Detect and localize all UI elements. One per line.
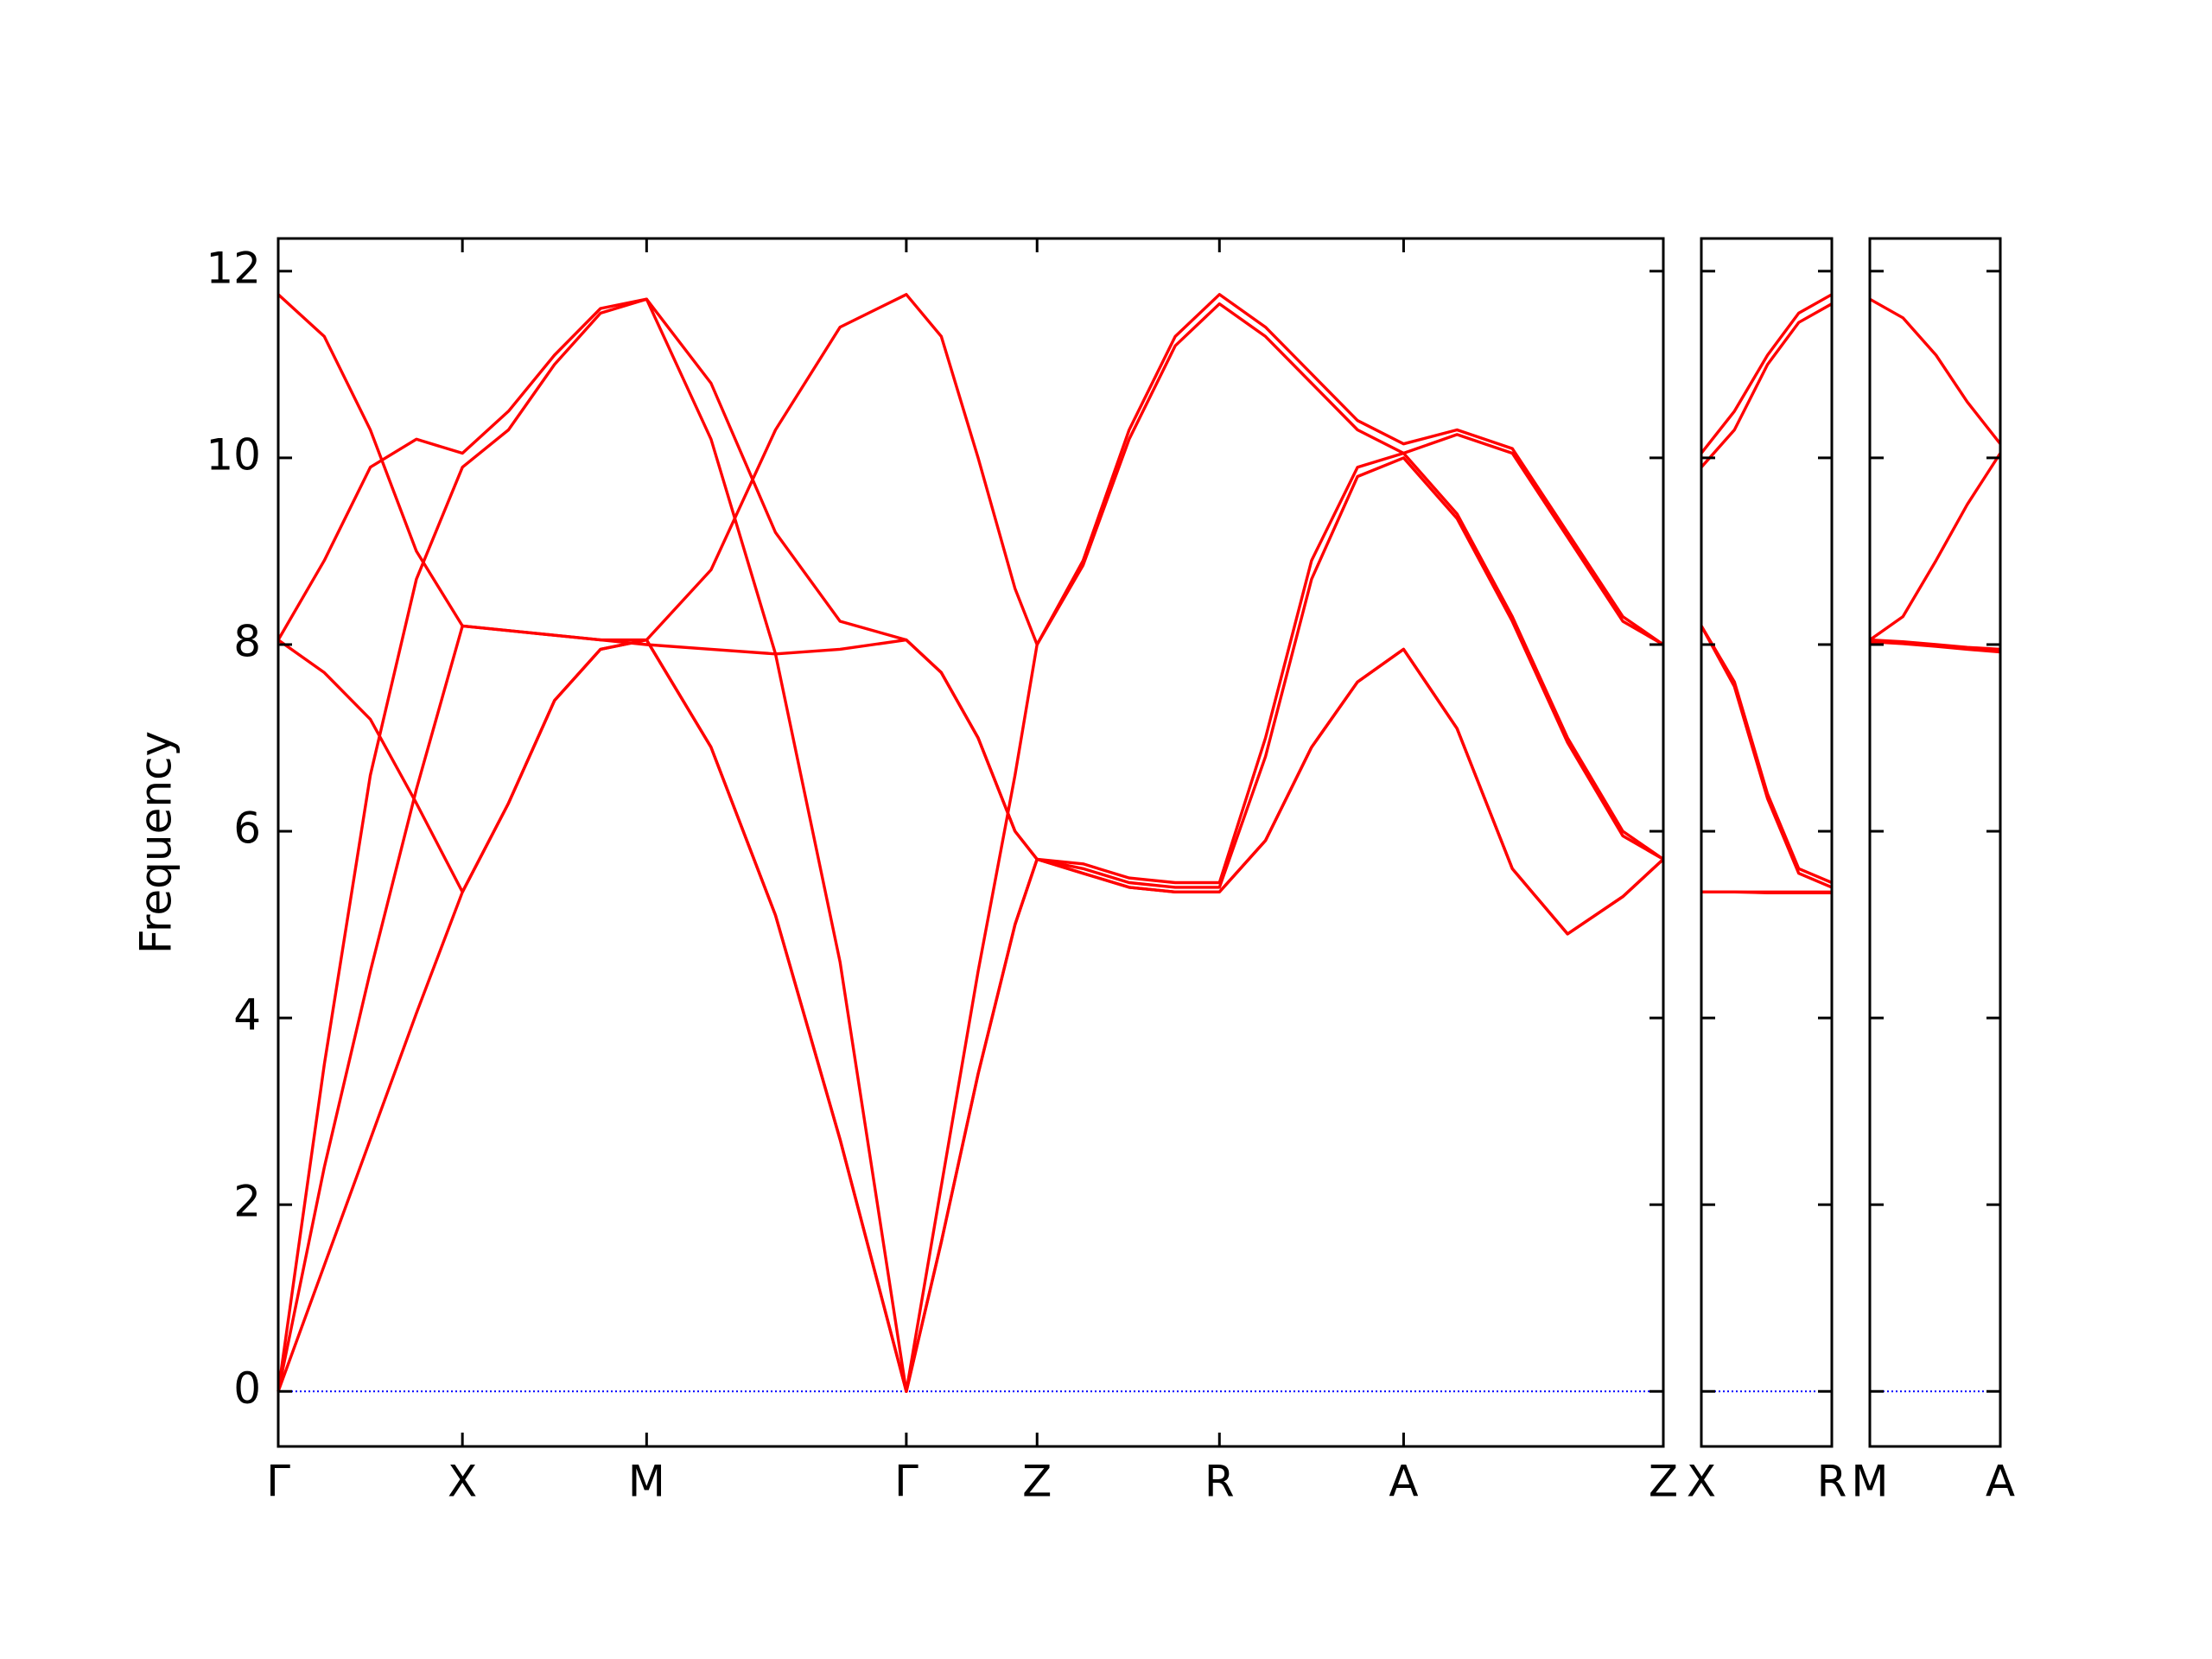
band-line bbox=[276, 638, 1665, 1393]
x-tick-label: Γ bbox=[894, 1457, 918, 1507]
band-line bbox=[1700, 293, 1833, 454]
y-tick-label: 6 bbox=[233, 804, 261, 854]
x-tick-label: Z bbox=[1022, 1457, 1052, 1507]
band-line bbox=[1700, 625, 1833, 889]
y-tick-label: 4 bbox=[233, 990, 261, 1040]
x-tick-label: M bbox=[1851, 1457, 1888, 1507]
band-line bbox=[1869, 297, 2002, 445]
x-tick-label: X bbox=[448, 1457, 477, 1507]
y-axis-label: Frequency bbox=[131, 731, 181, 954]
x-tick-label: R bbox=[1817, 1457, 1847, 1507]
y-tick-label: 10 bbox=[206, 429, 261, 480]
band-line bbox=[1869, 452, 2002, 641]
x-tick-label: A bbox=[1986, 1457, 2015, 1507]
x-tick-label: M bbox=[628, 1457, 665, 1507]
band-line bbox=[1869, 640, 2001, 654]
band-line bbox=[1701, 890, 1832, 894]
y-tick-label: 12 bbox=[206, 243, 261, 293]
x-tick-label: A bbox=[1389, 1457, 1418, 1507]
band-line bbox=[276, 456, 1664, 1392]
x-tick-label: X bbox=[1687, 1457, 1716, 1507]
x-tick-label: R bbox=[1205, 1457, 1235, 1507]
x-tick-label: Γ bbox=[266, 1457, 290, 1507]
band-line bbox=[276, 297, 1664, 1393]
frame bbox=[276, 237, 1665, 1448]
frame bbox=[1700, 237, 1834, 1448]
frame bbox=[1868, 237, 2002, 1448]
y-tick-label: 0 bbox=[233, 1363, 261, 1414]
band-line bbox=[1700, 302, 1833, 468]
x-tick-label: Z bbox=[1649, 1457, 1678, 1507]
y-tick-label: 2 bbox=[233, 1177, 261, 1227]
y-tick-label: 8 bbox=[233, 616, 261, 666]
